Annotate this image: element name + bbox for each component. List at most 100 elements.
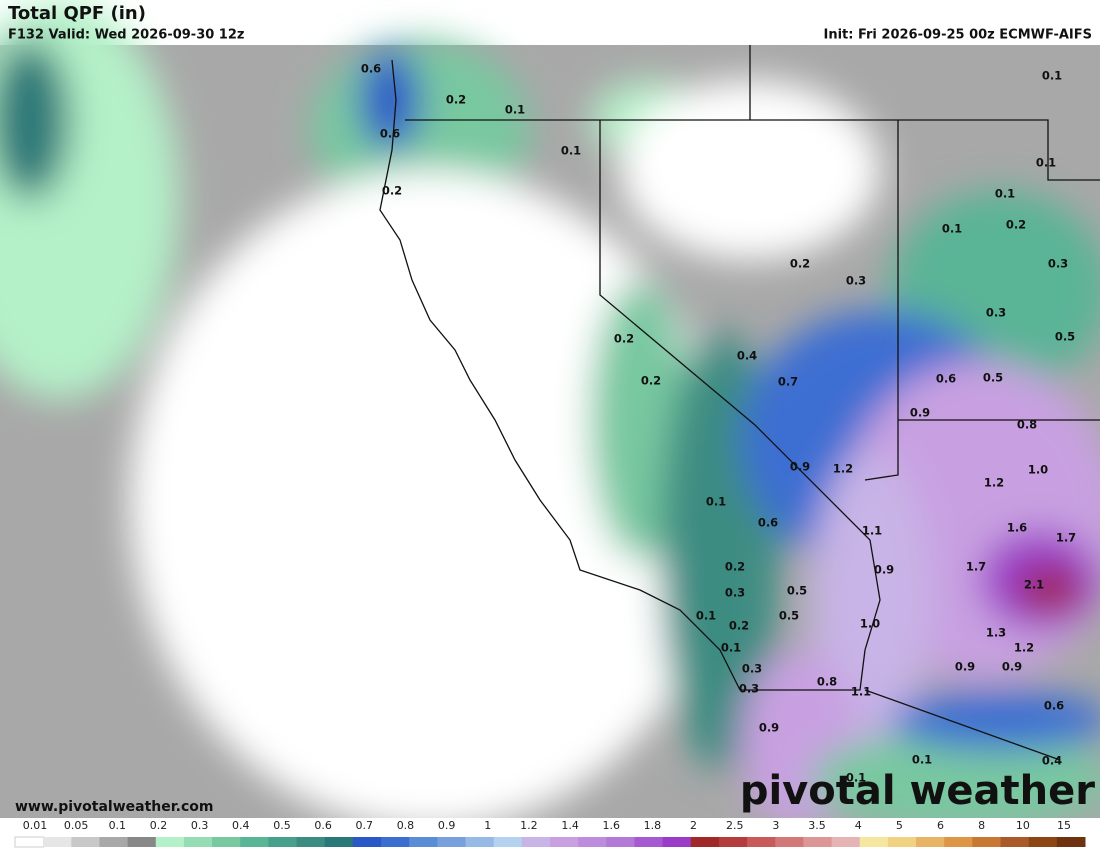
contour-label: 0.6 xyxy=(1044,699,1064,713)
colorbar-swatch xyxy=(690,837,720,847)
contour-label: 0.9 xyxy=(759,721,779,735)
contour-label: 1.6 xyxy=(1007,521,1027,535)
contour-label: 0.1 xyxy=(721,641,741,655)
colorbar-label: 10 xyxy=(1016,819,1030,832)
contour-label: 0.1 xyxy=(706,495,726,509)
colorbar-swatch xyxy=(747,837,776,847)
contour-label: 0.4 xyxy=(737,349,757,363)
colorbar-label: 5 xyxy=(896,819,903,832)
colorbar-swatch xyxy=(1000,837,1030,847)
contour-label: 1.2 xyxy=(833,462,853,476)
contour-label: 0.1 xyxy=(1036,156,1056,170)
colorbar-label: 0.3 xyxy=(191,819,209,832)
colorbar-swatch xyxy=(803,837,833,847)
colorbar-swatch xyxy=(634,837,664,847)
colorbar-swatch xyxy=(71,837,100,847)
colorbar-label: 0.7 xyxy=(356,819,374,832)
colorbar-swatch xyxy=(493,837,523,847)
contour-label: 0.9 xyxy=(874,563,894,577)
colorbar-swatch xyxy=(916,837,945,847)
colorbar-label: 2.5 xyxy=(726,819,744,832)
contour-label: 0.1 xyxy=(1042,69,1062,83)
colorbar-swatch xyxy=(324,837,354,847)
contour-label: 0.2 xyxy=(614,332,634,346)
contour-label: 1.0 xyxy=(860,617,880,631)
colorbar-swatch xyxy=(240,837,269,847)
contour-label: 0.2 xyxy=(1006,218,1026,232)
colorbar-swatch xyxy=(662,837,692,847)
colorbar-swatch xyxy=(521,837,551,847)
contour-label: 1.1 xyxy=(851,685,871,699)
colorbar-label: 0.05 xyxy=(64,819,89,832)
contour-label: 2.1 xyxy=(1024,578,1044,592)
contour-label: 0.3 xyxy=(846,274,866,288)
colorbar-label: 3 xyxy=(772,819,779,832)
colorbar-label: 4 xyxy=(855,819,862,832)
colorbar-label: 0.1 xyxy=(109,819,127,832)
colorbar-label: 15 xyxy=(1057,819,1071,832)
colorbar-label: 0.2 xyxy=(150,819,168,832)
contour-label: 1.2 xyxy=(1014,641,1034,655)
colorbar-label: 0.8 xyxy=(397,819,415,832)
colorbar-label: 0.4 xyxy=(232,819,250,832)
colorbar-label: 1.8 xyxy=(644,819,662,832)
colorbar-swatch xyxy=(409,837,438,847)
colorbar-swatch xyxy=(381,837,410,847)
contour-label: 0.8 xyxy=(817,675,837,689)
contour-label: 1.7 xyxy=(966,560,986,574)
colorbar-swatch xyxy=(127,837,157,847)
colorbar-swatch xyxy=(296,837,326,847)
contour-label: 0.5 xyxy=(983,371,1003,385)
colorbar-label: 0.5 xyxy=(273,819,291,832)
colorbar-swatch xyxy=(183,837,213,847)
contour-label: 1.1 xyxy=(862,524,882,538)
contour-label: 0.2 xyxy=(446,93,466,107)
colorbar-swatch xyxy=(578,837,607,847)
colorbar-swatch xyxy=(972,837,1002,847)
contour-label: 0.1 xyxy=(942,222,962,236)
colorbar-swatch xyxy=(352,837,382,847)
contour-label: 0.2 xyxy=(641,374,661,388)
colorbar-swatch xyxy=(944,837,973,847)
colorbar-swatch xyxy=(437,837,467,847)
contour-label: 0.4 xyxy=(1042,754,1062,768)
colorbar-swatch xyxy=(718,837,748,847)
contour-label: 0.5 xyxy=(1055,330,1075,344)
colorbar-swatch xyxy=(1028,837,1058,847)
colorbar-label: 1.2 xyxy=(520,819,538,832)
contour-label: 0.6 xyxy=(758,516,778,530)
contour-label: 0.9 xyxy=(1002,660,1022,674)
contour-label: 0.6 xyxy=(936,372,956,386)
colorbar-label: 1.6 xyxy=(602,819,620,832)
contour-label: 0.1 xyxy=(561,144,581,158)
contour-label: 0.1 xyxy=(696,609,716,623)
contour-label: 0.1 xyxy=(912,753,932,767)
colorbar-swatch xyxy=(465,837,495,847)
contour-label: 0.9 xyxy=(910,406,930,420)
contour-label: 0.1 xyxy=(505,103,525,117)
contour-label: 0.3 xyxy=(739,682,759,696)
logo: pivotal weather xyxy=(740,768,1095,814)
colorbar-swatch xyxy=(550,837,579,847)
colorbar-label: 2 xyxy=(690,819,697,832)
colorbar-swatch xyxy=(99,837,129,847)
contour-label: 0.2 xyxy=(729,619,749,633)
title: Total QPF (in) xyxy=(8,3,146,24)
colorbar-label: 6 xyxy=(937,819,944,832)
colorbar-label: 0.01 xyxy=(23,819,48,832)
contour-label: 0.3 xyxy=(725,586,745,600)
url: www.pivotalweather.com xyxy=(15,799,214,815)
colorbar-swatch xyxy=(43,837,72,847)
colorbar-label: 3.5 xyxy=(808,819,826,832)
valid-time: F132 Valid: Wed 2026-09-30 12z xyxy=(8,28,244,43)
colorbar-swatch xyxy=(859,837,889,847)
colorbar-label: 1.4 xyxy=(561,819,579,832)
contour-label: 0.6 xyxy=(380,127,400,141)
contour-label: 0.7 xyxy=(778,375,798,389)
contour-label: 1.0 xyxy=(1028,463,1048,477)
colorbar-swatch xyxy=(1056,837,1086,847)
contour-label: 0.3 xyxy=(1048,257,1068,271)
colorbar-label: 8 xyxy=(978,819,985,832)
contour-label: 0.2 xyxy=(725,560,745,574)
